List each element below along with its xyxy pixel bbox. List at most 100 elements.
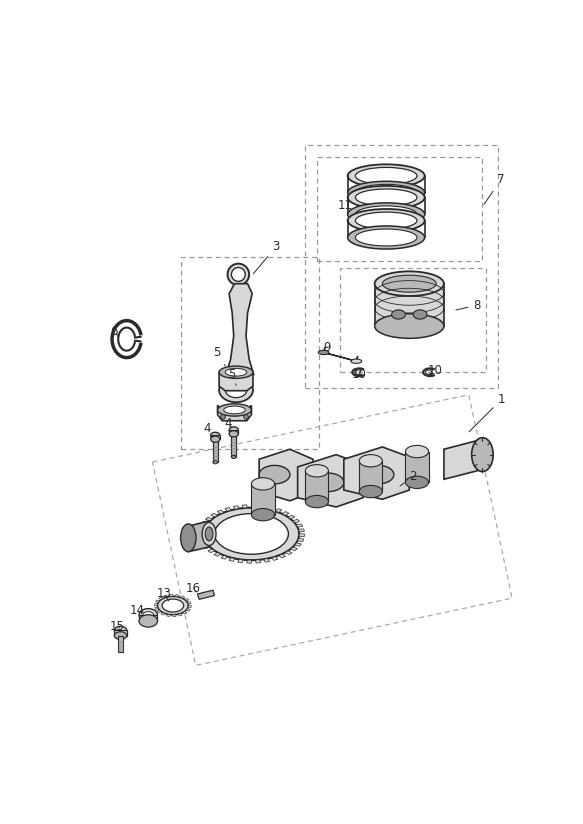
- Polygon shape: [297, 539, 304, 541]
- Ellipse shape: [356, 167, 417, 185]
- Polygon shape: [405, 452, 429, 482]
- Ellipse shape: [225, 368, 247, 376]
- Polygon shape: [221, 555, 227, 559]
- Text: 6: 6: [111, 325, 119, 338]
- Polygon shape: [161, 612, 165, 616]
- Polygon shape: [198, 590, 215, 599]
- Polygon shape: [225, 508, 231, 511]
- Polygon shape: [185, 598, 189, 601]
- Polygon shape: [202, 522, 208, 525]
- Polygon shape: [154, 604, 158, 606]
- Ellipse shape: [363, 466, 394, 484]
- Ellipse shape: [351, 359, 361, 363]
- Polygon shape: [296, 524, 303, 527]
- Polygon shape: [279, 554, 286, 558]
- Text: 10: 10: [427, 364, 442, 377]
- Polygon shape: [251, 505, 256, 508]
- Polygon shape: [157, 610, 161, 613]
- Ellipse shape: [305, 495, 328, 508]
- Polygon shape: [259, 505, 265, 508]
- Ellipse shape: [347, 164, 424, 187]
- Text: 14: 14: [130, 605, 145, 617]
- Polygon shape: [344, 447, 409, 499]
- Polygon shape: [198, 536, 205, 539]
- Ellipse shape: [220, 414, 225, 419]
- Ellipse shape: [215, 513, 289, 555]
- Polygon shape: [231, 433, 236, 457]
- Bar: [305, 145, 498, 387]
- Ellipse shape: [229, 427, 238, 433]
- Polygon shape: [264, 559, 269, 562]
- Text: 13: 13: [156, 588, 171, 601]
- Polygon shape: [255, 559, 261, 563]
- Polygon shape: [242, 505, 247, 508]
- Ellipse shape: [143, 611, 154, 618]
- Polygon shape: [114, 630, 127, 635]
- Polygon shape: [187, 602, 191, 604]
- Ellipse shape: [244, 414, 248, 419]
- Ellipse shape: [202, 522, 216, 545]
- Ellipse shape: [356, 229, 417, 246]
- Text: 1: 1: [469, 393, 505, 432]
- Polygon shape: [275, 508, 282, 513]
- Polygon shape: [213, 438, 217, 462]
- Polygon shape: [226, 283, 254, 378]
- Ellipse shape: [413, 310, 427, 319]
- Polygon shape: [229, 430, 238, 433]
- Polygon shape: [290, 547, 297, 550]
- Ellipse shape: [139, 615, 157, 627]
- Polygon shape: [210, 435, 220, 439]
- Polygon shape: [217, 510, 224, 514]
- Polygon shape: [210, 513, 217, 517]
- Polygon shape: [251, 484, 275, 515]
- Text: 11: 11: [338, 199, 359, 212]
- Text: 2: 2: [400, 470, 417, 486]
- Polygon shape: [203, 545, 210, 549]
- Polygon shape: [268, 507, 274, 510]
- Text: 15: 15: [109, 620, 124, 633]
- Polygon shape: [170, 594, 173, 597]
- Ellipse shape: [375, 314, 444, 339]
- Polygon shape: [167, 614, 170, 616]
- Ellipse shape: [217, 404, 251, 416]
- Ellipse shape: [157, 597, 188, 615]
- Polygon shape: [282, 512, 289, 515]
- Polygon shape: [294, 543, 301, 546]
- Ellipse shape: [231, 268, 245, 281]
- Ellipse shape: [213, 461, 217, 464]
- Ellipse shape: [382, 275, 436, 293]
- Ellipse shape: [356, 189, 417, 206]
- Ellipse shape: [231, 456, 236, 458]
- Polygon shape: [238, 559, 243, 563]
- Polygon shape: [181, 596, 185, 598]
- Ellipse shape: [305, 465, 328, 477]
- Ellipse shape: [181, 524, 196, 551]
- Ellipse shape: [210, 433, 220, 438]
- Bar: [181, 257, 319, 449]
- Polygon shape: [299, 534, 304, 536]
- Polygon shape: [229, 558, 235, 561]
- Ellipse shape: [251, 478, 275, 490]
- Polygon shape: [156, 600, 160, 602]
- Ellipse shape: [219, 377, 253, 402]
- Text: 4: 4: [203, 422, 216, 435]
- Text: 7: 7: [484, 173, 505, 204]
- Polygon shape: [375, 283, 444, 326]
- Ellipse shape: [356, 212, 417, 229]
- Polygon shape: [305, 471, 328, 502]
- Polygon shape: [208, 549, 215, 553]
- Polygon shape: [198, 531, 204, 534]
- Polygon shape: [214, 553, 221, 556]
- Ellipse shape: [203, 508, 299, 560]
- Polygon shape: [164, 595, 168, 597]
- Ellipse shape: [347, 186, 424, 209]
- Ellipse shape: [114, 626, 127, 634]
- Ellipse shape: [318, 350, 329, 354]
- Ellipse shape: [224, 406, 245, 414]
- Polygon shape: [178, 614, 182, 616]
- Ellipse shape: [347, 203, 424, 226]
- Ellipse shape: [139, 609, 157, 621]
- Text: 10: 10: [352, 368, 367, 381]
- Ellipse shape: [347, 209, 424, 232]
- Polygon shape: [288, 515, 295, 519]
